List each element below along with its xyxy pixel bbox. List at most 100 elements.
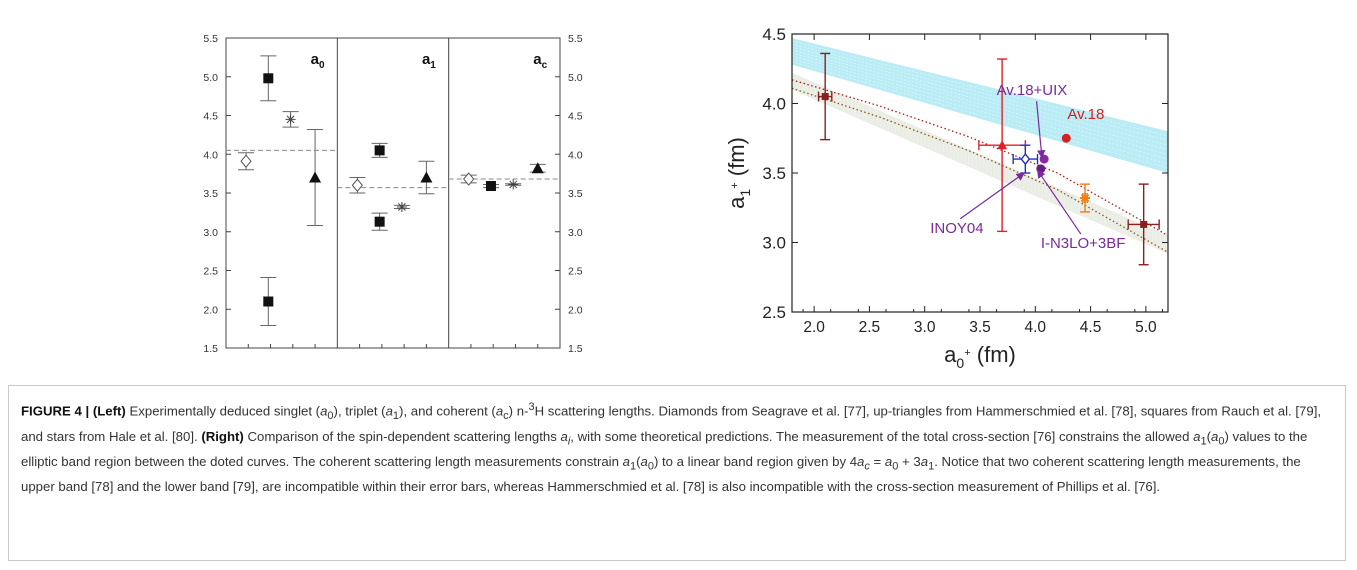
lower-band	[792, 72, 1168, 254]
y-axis-label-part: 1	[737, 189, 753, 197]
caption-symbol: a	[622, 453, 630, 469]
y-tick-label: 1.5	[568, 343, 583, 355]
caption-symbol: a	[560, 428, 568, 444]
caption-text: =	[869, 453, 885, 469]
caption-sub: 1	[1200, 435, 1207, 448]
x-axis-label-part: a	[944, 342, 957, 367]
triangle-marker	[309, 171, 322, 183]
band-hatch	[792, 40, 1168, 137]
caption-symbol: a	[1210, 428, 1219, 444]
y-tick-label: 5.5	[568, 33, 583, 45]
y-tick-label: 2.0	[568, 304, 583, 316]
star-marker	[285, 114, 296, 125]
band-hatch	[792, 78, 1168, 242]
y-tick-label: 3.0	[762, 234, 786, 253]
caption-text: ) n-	[508, 403, 529, 419]
x-axis-label-part: (fm)	[971, 342, 1016, 367]
caption-text: ), triplet (	[333, 403, 386, 419]
caption-figure-label: FIGURE 4 |	[21, 403, 93, 419]
square-marker	[374, 216, 385, 227]
triangle-marker	[420, 171, 433, 183]
y-tick-label: 3.0	[203, 227, 218, 239]
x-axis-label: a0+ (fm)	[944, 342, 1016, 371]
band-hatch	[792, 52, 1168, 155]
band-hatch	[792, 79, 1168, 244]
square-point	[1140, 220, 1148, 228]
x-tick-label: 2.5	[859, 319, 881, 336]
x-axis-label-part: 0	[956, 355, 964, 371]
x-tick-label: 5.0	[1135, 319, 1157, 336]
y-tick-label: 4.0	[762, 95, 786, 114]
circle-point	[1061, 133, 1071, 143]
square-marker	[374, 145, 385, 156]
y-tick-label: 4.0	[568, 149, 583, 161]
band-hatch	[792, 81, 1168, 246]
band-hatch	[792, 85, 1168, 250]
caption-left-label: (Left)	[92, 403, 126, 419]
y-axis-label-part: a	[724, 196, 749, 209]
x-tick-label: 3.0	[914, 319, 936, 336]
plot-area	[792, 38, 1168, 254]
caption-sub: 0	[1218, 435, 1225, 448]
caption-text: Experimentally deduced singlet (	[125, 403, 321, 419]
band-hatch	[792, 46, 1168, 146]
x-tick-label: 4.0	[1025, 319, 1047, 336]
y-tick-label: 3.0	[568, 227, 583, 239]
band-hatch	[792, 49, 1168, 151]
band-hatch	[792, 61, 1168, 169]
caption-text: + 3	[898, 453, 921, 469]
caption-sub: 0	[647, 460, 654, 473]
caption-text: , with some theoretical predictions. The…	[570, 428, 1194, 444]
band-hatch	[792, 55, 1168, 160]
annotation-label: Av.18+UIX	[997, 82, 1068, 99]
caption-symbol: a	[495, 403, 504, 419]
square-marker	[263, 296, 274, 307]
y-tick-label: 3.5	[568, 188, 583, 200]
right-chart: 2.0 2.5 3.0 3.5 4.0 4.5 5.0 2.5 3.0 3.5 4.0 4.5 a0+ …	[724, 25, 1169, 371]
diamond-point	[1020, 152, 1031, 166]
caption-sub: 0	[892, 460, 899, 473]
caption-text: values to the elliptic band region betwe…	[21, 428, 1308, 469]
y-tick-label: 2.5	[203, 266, 218, 278]
caption-text: . Notice that two coherent scattering le…	[21, 453, 1301, 494]
annotation-label: I-N3LO+3BF	[1041, 235, 1126, 252]
caption-right-label: (Right)	[201, 428, 244, 444]
y-tick-label: 5.5	[203, 33, 218, 45]
caption-sub: 1	[392, 410, 400, 423]
y-tick-label: 5.0	[568, 72, 583, 84]
caption-symbol: a	[920, 453, 929, 469]
x-tick-label: 4.5	[1080, 319, 1102, 336]
caption-sup: 3	[528, 401, 535, 413]
y-tick-label: 4.0	[203, 149, 218, 161]
x-tick-label: 3.5	[969, 319, 991, 336]
y-axis-label-part: (fm)	[724, 137, 749, 182]
y-tick-label: 2.5	[762, 303, 786, 322]
square-point	[821, 93, 829, 101]
figure-caption: FIGURE 4 | (Left) Experimentally deduced…	[21, 401, 1322, 494]
caption-text: ), and coherent (	[399, 403, 496, 419]
circle-point	[1036, 164, 1046, 174]
y-tick-label: 5.0	[203, 72, 218, 84]
caption-sub: i	[567, 435, 571, 448]
caption-symbol: a	[320, 403, 328, 419]
band-hatch	[792, 87, 1168, 252]
x-tick-label: 2.0	[803, 319, 825, 336]
plot-frame	[225, 37, 561, 349]
caption-symbol: a	[385, 403, 393, 419]
annotation-arrow	[1037, 169, 1082, 235]
y-tick-label: 3.5	[203, 188, 218, 200]
band-hatch	[792, 43, 1168, 141]
band-hatch	[792, 83, 1168, 248]
annotation-arrow	[959, 172, 1025, 220]
caption-sub: 1	[928, 460, 935, 473]
caption-symbol: a	[1193, 428, 1201, 444]
panel-label: a1	[422, 51, 436, 71]
star-point	[1080, 193, 1091, 204]
caption-symbol: a	[857, 453, 865, 469]
panel-label: ac	[533, 51, 547, 71]
band-hatch	[792, 58, 1168, 165]
y-tick-label: 4.5	[568, 111, 583, 123]
diamond-marker	[240, 154, 252, 169]
caption-text: H scattering lengths. Diamonds from Seag…	[21, 403, 1322, 444]
y-tick-label: 3.5	[762, 164, 786, 183]
